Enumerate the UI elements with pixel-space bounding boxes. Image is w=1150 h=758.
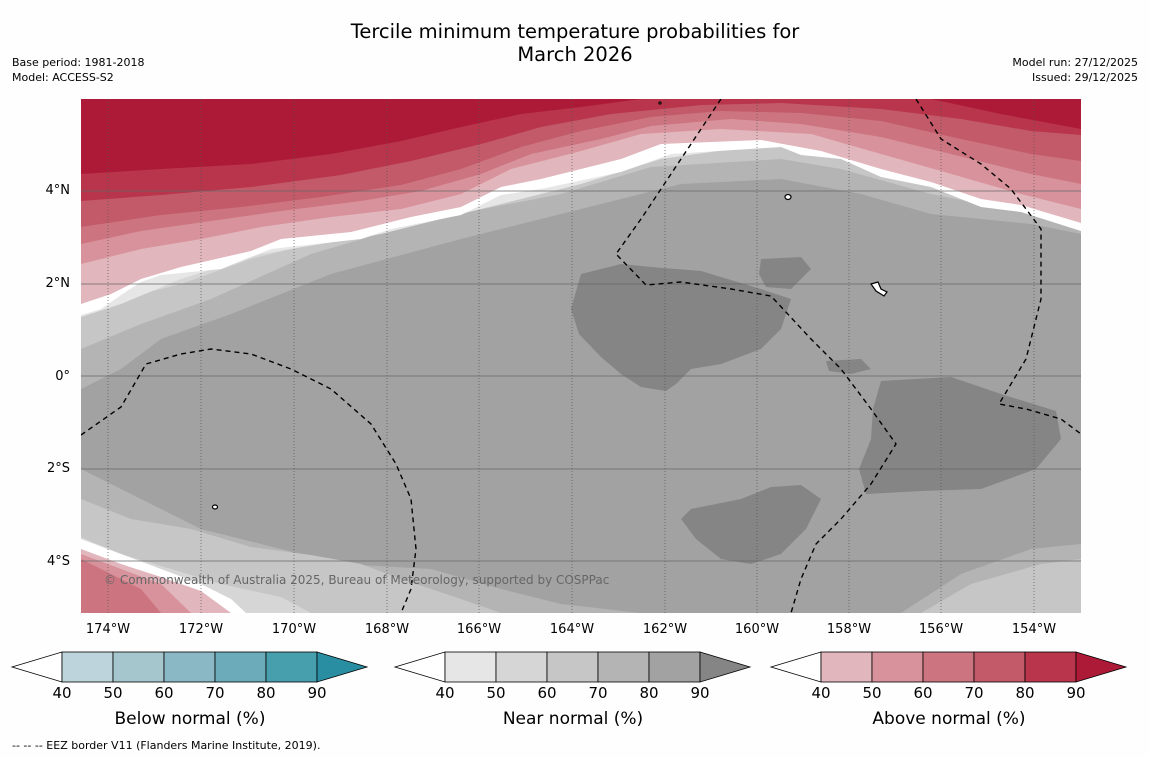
lat-label-2s: 2°S — [46, 461, 70, 476]
lat-label-4n: 4°N — [45, 183, 71, 198]
base-period: Base period: 1981-2018 — [12, 56, 145, 69]
colorbar-tick-label: 90 — [307, 684, 327, 702]
colorbar-above-normal — [769, 651, 1128, 683]
colorbar-label-above: Above normal (%) — [872, 709, 1026, 729]
lon-label-174w: 174°W — [85, 622, 131, 637]
colorbar-segment — [495, 651, 548, 683]
colorbar-segment — [163, 651, 216, 683]
colorbar-segment — [1024, 651, 1077, 683]
colorbar-segment — [61, 651, 114, 683]
chart-title-line1: Tercile minimum temperature probabilitie… — [350, 20, 800, 43]
colorbar-extend-low — [393, 651, 446, 683]
near-normal-90-patch-2 — [759, 257, 811, 289]
eez-borders — [81, 99, 1081, 613]
colorbar-segment — [871, 651, 924, 683]
colorbar-tick-label: 40 — [435, 684, 455, 702]
meta-left: Base period: 1981-2018 Model: ACCESS-S2 — [12, 55, 144, 85]
model-run: Model run: 27/12/2025 — [1012, 56, 1138, 69]
lat-label-2n: 2°N — [45, 276, 71, 291]
colorbar-segment — [214, 651, 267, 683]
lon-label-158w: 158°W — [826, 622, 872, 637]
colorbar-tick-label: 60 — [537, 684, 557, 702]
colorbar-tick-label: 90 — [1066, 684, 1086, 702]
colorbar-tick-label: 40 — [811, 684, 831, 702]
colorbar-segment — [444, 651, 497, 683]
chart-title-line2: March 2026 — [517, 43, 633, 66]
lon-label-164w: 164°W — [549, 622, 595, 637]
colorbar-near-normal — [393, 651, 752, 683]
map: © Commonwealth of Australia 2025, Bureau… — [81, 99, 1081, 613]
colorbar-segment — [820, 651, 873, 683]
colorbar-segment — [546, 651, 599, 683]
lon-label-168w: 168°W — [364, 622, 410, 637]
issued-date: Issued: 29/12/2025 — [1031, 71, 1138, 84]
lon-label-166w: 166°W — [456, 622, 502, 637]
above-normal-90-north — [81, 99, 1081, 174]
model-name: Model: ACCESS-S2 — [12, 71, 114, 84]
colorbar-tick-label: 80 — [1015, 684, 1035, 702]
above-normal-60-south — [81, 559, 161, 613]
colorbar-segment — [922, 651, 975, 683]
colorbar-extend-high — [699, 651, 752, 683]
islands — [211, 101, 888, 510]
colorbar-extend-low — [10, 651, 63, 683]
lon-label-154w: 154°W — [1011, 622, 1057, 637]
lon-label-160w: 160°W — [734, 622, 780, 637]
colorbar-extend-high — [316, 651, 369, 683]
colorbar-tick-label: 90 — [690, 684, 710, 702]
near-normal-90-patch-5 — [681, 485, 821, 564]
colorbar-label-near: Near normal (%) — [502, 709, 644, 729]
near-normal-90-patch-3 — [826, 359, 871, 374]
colorbar-tick-label: 50 — [103, 684, 123, 702]
colorbar-below-normal — [10, 651, 369, 683]
near-normal-90-patch-1 — [571, 264, 791, 391]
lon-label-172w: 172°W — [178, 622, 224, 637]
colorbar-tick-label: 70 — [964, 684, 984, 702]
colorbar-tick-label: 50 — [862, 684, 882, 702]
colorbar-tick-label: 80 — [639, 684, 659, 702]
lat-label-4s: 4°S — [46, 554, 70, 569]
colorbar-tick-label: 60 — [913, 684, 933, 702]
lat-label-0: 0° — [55, 369, 70, 384]
lon-label-162w: 162°W — [642, 622, 688, 637]
copyright: © Commonwealth of Australia 2025, Bureau… — [104, 573, 609, 587]
colorbar-segment — [973, 651, 1026, 683]
meta-right: Model run: 27/12/2025 Issued: 29/12/2025 — [1012, 55, 1138, 85]
colorbar-extend-low — [769, 651, 822, 683]
colorbar-segment — [648, 651, 701, 683]
lon-label-156w: 156°W — [918, 622, 964, 637]
colorbar-tick-label: 70 — [588, 684, 608, 702]
footer-note: -- -- -- EEZ border V11 (Flanders Marine… — [12, 739, 321, 752]
chart-title: Tercile minimum temperature probabilitie… — [0, 20, 1150, 66]
lon-label-170w: 170°W — [271, 622, 317, 637]
colorbar-segment — [112, 651, 165, 683]
colorbar-tick-label: 40 — [52, 684, 72, 702]
colorbar-segment — [597, 651, 650, 683]
colorbar-tick-label: 60 — [154, 684, 174, 702]
colorbar-segment — [265, 651, 318, 683]
colorbar-tick-label: 80 — [256, 684, 276, 702]
near-normal-60-south — [81, 499, 1081, 613]
colorbar-tick-label: 70 — [205, 684, 225, 702]
colorbar-tick-label: 50 — [486, 684, 506, 702]
colorbar-extend-high — [1075, 651, 1128, 683]
colorbar-label-below: Below normal (%) — [114, 709, 266, 729]
